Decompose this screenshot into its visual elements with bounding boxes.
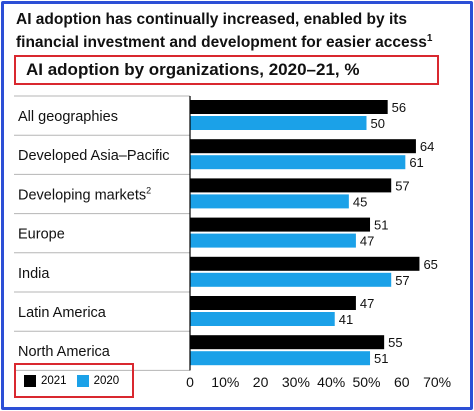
category-label-europe: Europe xyxy=(18,227,65,243)
data-label-all-geographies-2020: 50 xyxy=(371,116,385,131)
data-label-latin-america-2020: 41 xyxy=(339,312,353,327)
x-tick-label: 0 xyxy=(186,374,194,390)
bar-latin-america-2021 xyxy=(190,296,356,310)
category-label-all-geographies: All geographies xyxy=(18,109,118,125)
chart-subtitle: AI adoption by organizations, 2020–21, % xyxy=(14,55,439,85)
bar-chart: All geographies 56 50 Developed Asia–Pacifi… xyxy=(14,95,451,390)
data-label-developing-markets-2021: 57 xyxy=(395,178,409,193)
title-footnote: 1 xyxy=(426,33,433,44)
bar-india-2020 xyxy=(190,272,392,287)
bar-latin-america-2020 xyxy=(190,312,335,326)
legend: 2021 2020 xyxy=(14,363,134,398)
data-label-developed-asia-pacific-2021: 64 xyxy=(420,139,434,154)
bar-europe-2020 xyxy=(190,233,356,248)
category-footnote: 2 xyxy=(146,185,151,195)
x-tick-label: 20 xyxy=(253,374,269,390)
legend-label-2020: 2020 xyxy=(93,374,120,387)
category-label-developing-markets: Developing markets2 xyxy=(18,185,151,203)
bar-north-america-2021 xyxy=(190,335,385,350)
bar-developing-markets-2020 xyxy=(190,194,349,209)
category-label-north-america: North America xyxy=(18,344,111,360)
category-label-developed-asia-pacific: Developed Asia–Pacific xyxy=(18,148,170,164)
data-label-europe-2021: 51 xyxy=(374,218,388,233)
data-label-india-2020: 57 xyxy=(395,273,409,288)
bar-europe-2021 xyxy=(190,217,371,232)
bar-all-geographies-2021 xyxy=(190,100,388,114)
x-tick-label: 30% xyxy=(282,374,310,390)
x-tick-label: 70% xyxy=(423,374,451,390)
bar-developing-markets-2021 xyxy=(190,178,392,193)
bar-all-geographies-2020 xyxy=(190,116,367,130)
data-label-developed-asia-pacific-2020: 61 xyxy=(409,155,423,170)
legend-item-2020: 2020 xyxy=(76,374,120,387)
legend-swatch-2020 xyxy=(76,374,89,387)
category-label-latin-america: Latin America xyxy=(18,305,107,321)
data-label-india-2021: 65 xyxy=(423,257,437,272)
legend-item-2021: 2021 xyxy=(24,374,67,387)
legend-swatch-2021 xyxy=(24,374,36,387)
chart-title-text: AI adoption has continually increased, e… xyxy=(16,11,427,52)
data-label-all-geographies-2021: 56 xyxy=(392,100,406,115)
data-label-developing-markets-2020: 45 xyxy=(353,194,367,209)
data-label-north-america-2021: 55 xyxy=(388,335,402,350)
bar-india-2021 xyxy=(190,256,420,271)
x-tick-label: 60 xyxy=(394,374,410,390)
x-tick-label: 10% xyxy=(211,374,239,390)
bar-developed-asia-pacific-2021 xyxy=(190,139,416,154)
data-label-latin-america-2021: 47 xyxy=(360,296,374,311)
bar-north-america-2020 xyxy=(190,351,371,366)
data-label-north-america-2020: 51 xyxy=(374,351,388,366)
legend-label-2021: 2021 xyxy=(41,374,67,387)
bar-developed-asia-pacific-2020 xyxy=(190,155,406,170)
category-label-india: India xyxy=(18,266,50,282)
chart-title: AI adoption has continually increased, e… xyxy=(16,10,466,52)
x-tick-label: 40% xyxy=(317,374,345,390)
data-label-europe-2020: 47 xyxy=(360,234,374,249)
x-tick-label: 50% xyxy=(352,374,380,390)
